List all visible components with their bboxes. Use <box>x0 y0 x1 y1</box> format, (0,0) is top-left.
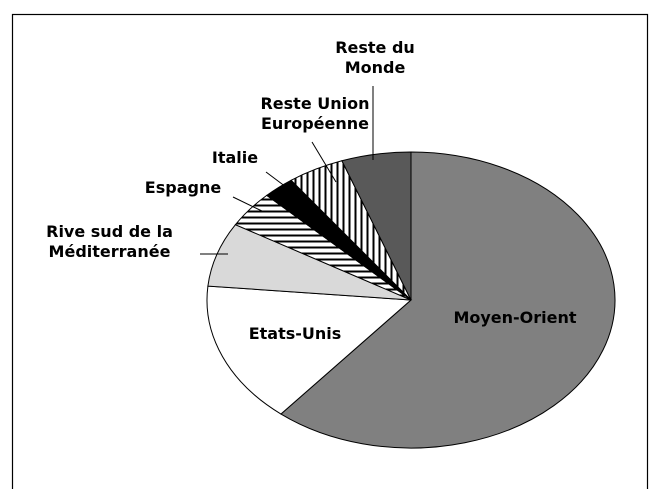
slice-label: Espagne <box>144 178 222 197</box>
pie <box>206 151 616 449</box>
leader-line <box>232 196 265 213</box>
slice-label: Etats-Unis <box>248 324 342 343</box>
slice-label: Moyen-Orient <box>453 308 577 327</box>
pie-slice <box>280 151 616 449</box>
slice-label: Reste du Monde <box>335 38 415 77</box>
pie-slice <box>341 151 412 301</box>
slice-label: Reste Union Européenne <box>260 94 370 133</box>
leader-lines <box>200 86 374 255</box>
leader-line <box>311 141 337 183</box>
pie-slice <box>206 285 413 415</box>
frame <box>11 13 649 489</box>
slice-label: Italie <box>211 148 259 167</box>
slice-label: Rive sud de la Méditerranée <box>46 222 173 261</box>
leader-line <box>265 171 291 191</box>
